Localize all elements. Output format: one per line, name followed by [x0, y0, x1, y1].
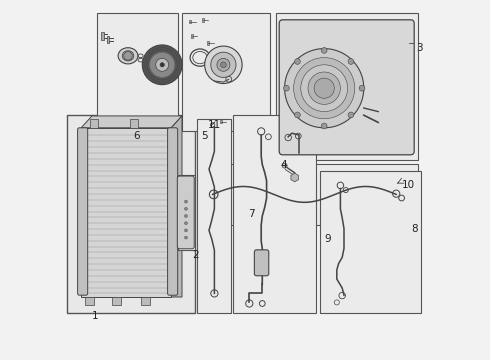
- Circle shape: [314, 78, 334, 98]
- Circle shape: [285, 49, 364, 128]
- Circle shape: [185, 200, 187, 203]
- Circle shape: [220, 62, 226, 68]
- Ellipse shape: [122, 51, 134, 61]
- Bar: [178, 175, 195, 250]
- Circle shape: [282, 163, 287, 168]
- Circle shape: [160, 63, 164, 67]
- Ellipse shape: [118, 48, 138, 64]
- FancyBboxPatch shape: [168, 128, 178, 295]
- Circle shape: [185, 215, 187, 217]
- Circle shape: [294, 59, 300, 64]
- Bar: [202, 18, 204, 22]
- Bar: [141, 297, 149, 305]
- Circle shape: [205, 46, 242, 84]
- Circle shape: [185, 222, 187, 225]
- Text: 6: 6: [134, 131, 140, 141]
- Circle shape: [308, 72, 341, 104]
- Bar: [112, 297, 121, 305]
- Text: 1: 1: [92, 311, 99, 321]
- Text: 9: 9: [324, 234, 331, 244]
- Circle shape: [217, 58, 230, 71]
- Bar: [207, 41, 209, 45]
- Text: 5: 5: [201, 131, 208, 141]
- Bar: [220, 120, 222, 123]
- Circle shape: [185, 229, 187, 232]
- FancyBboxPatch shape: [254, 250, 269, 276]
- Bar: [90, 119, 98, 128]
- Circle shape: [294, 58, 355, 119]
- Circle shape: [149, 52, 175, 77]
- Circle shape: [294, 112, 300, 118]
- Bar: [98, 13, 178, 131]
- Text: 11: 11: [208, 120, 221, 130]
- Circle shape: [348, 59, 354, 64]
- Circle shape: [211, 52, 236, 77]
- Circle shape: [284, 85, 289, 91]
- FancyBboxPatch shape: [77, 128, 88, 295]
- Bar: [233, 115, 316, 313]
- Bar: [107, 36, 109, 43]
- Circle shape: [156, 58, 169, 71]
- Polygon shape: [81, 128, 171, 297]
- Text: 4: 4: [280, 160, 287, 170]
- FancyBboxPatch shape: [177, 176, 194, 249]
- Bar: [182, 13, 270, 131]
- Bar: [197, 119, 231, 313]
- Circle shape: [301, 65, 347, 112]
- Bar: [67, 115, 195, 313]
- Circle shape: [185, 236, 187, 239]
- Polygon shape: [171, 116, 182, 297]
- Circle shape: [321, 48, 327, 53]
- Text: 8: 8: [411, 224, 418, 234]
- Bar: [130, 119, 138, 128]
- Circle shape: [359, 85, 365, 91]
- Circle shape: [123, 51, 132, 60]
- Bar: [275, 13, 418, 160]
- Bar: [101, 32, 103, 40]
- Bar: [198, 164, 418, 225]
- Circle shape: [185, 207, 187, 210]
- Bar: [85, 297, 94, 305]
- Text: 10: 10: [402, 180, 415, 190]
- FancyBboxPatch shape: [279, 20, 414, 155]
- Text: 7: 7: [248, 209, 255, 219]
- Bar: [191, 34, 193, 38]
- Bar: [320, 171, 421, 313]
- Text: 3: 3: [416, 43, 423, 53]
- Circle shape: [321, 123, 327, 129]
- Circle shape: [348, 112, 354, 118]
- Text: 2: 2: [192, 250, 199, 260]
- Bar: [189, 20, 192, 23]
- Polygon shape: [81, 116, 182, 128]
- Circle shape: [143, 45, 182, 85]
